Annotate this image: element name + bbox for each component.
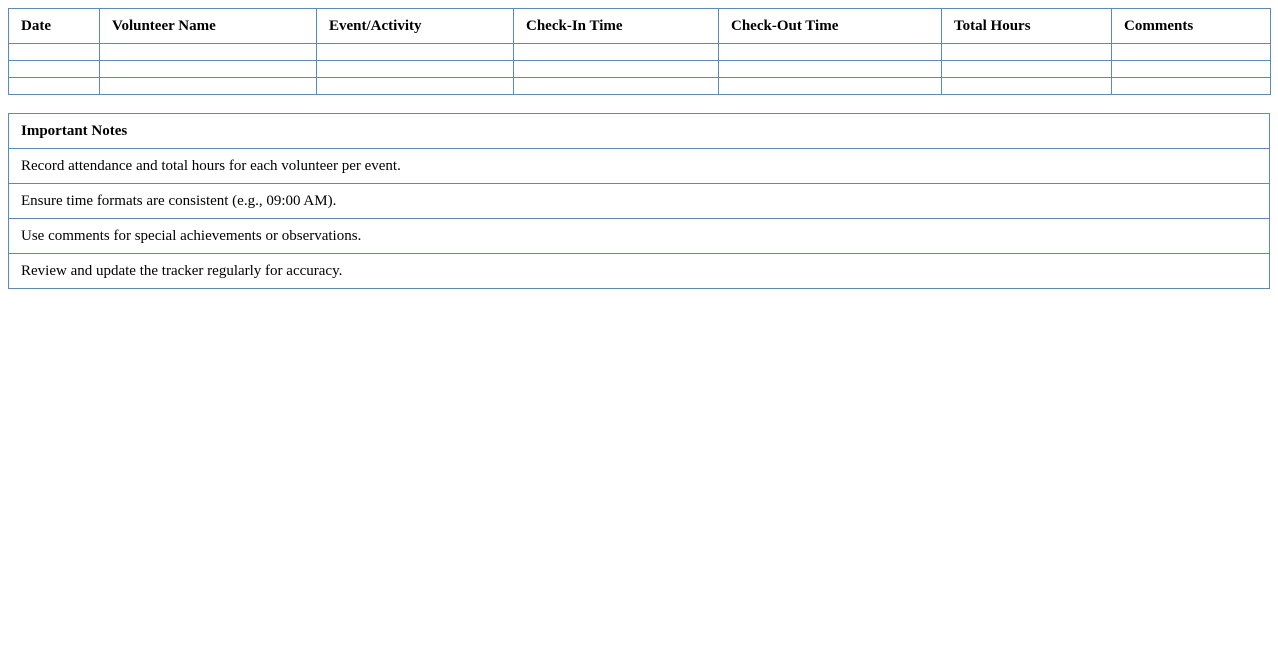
table-cell[interactable] bbox=[316, 43, 514, 61]
table-cell[interactable] bbox=[99, 60, 317, 78]
table-cell[interactable] bbox=[1111, 60, 1271, 78]
table-cell[interactable] bbox=[941, 43, 1112, 61]
table-cell[interactable] bbox=[941, 77, 1112, 95]
table-cell[interactable] bbox=[513, 77, 719, 95]
header-check-in-time: Check-In Time bbox=[513, 8, 719, 44]
table-cell[interactable] bbox=[941, 60, 1112, 78]
table-cell[interactable] bbox=[8, 60, 100, 78]
table-cell[interactable] bbox=[513, 43, 719, 61]
header-total-hours: Total Hours bbox=[941, 8, 1112, 44]
note-item: Ensure time formats are consistent (e.g.… bbox=[8, 183, 1270, 219]
header-comments: Comments bbox=[1111, 8, 1271, 44]
header-volunteer-name: Volunteer Name bbox=[99, 8, 317, 44]
table-cell[interactable] bbox=[316, 77, 514, 95]
note-item: Use comments for special achievements or… bbox=[8, 218, 1270, 254]
table-cell[interactable] bbox=[8, 77, 100, 95]
table-cell[interactable] bbox=[1111, 77, 1271, 95]
table-row bbox=[8, 60, 1271, 78]
header-date: Date bbox=[8, 8, 100, 44]
table-cell[interactable] bbox=[1111, 43, 1271, 61]
table-row bbox=[8, 43, 1271, 61]
table-cell[interactable] bbox=[316, 60, 514, 78]
table-cell[interactable] bbox=[99, 43, 317, 61]
header-row: Date Volunteer Name Event/Activity Check… bbox=[8, 8, 1271, 44]
table-cell[interactable] bbox=[718, 60, 942, 78]
header-event-activity: Event/Activity bbox=[316, 8, 514, 44]
note-item: Review and update the tracker regularly … bbox=[8, 253, 1270, 289]
table-row bbox=[8, 77, 1271, 95]
important-notes-table: Important Notes Record attendance and to… bbox=[8, 113, 1270, 289]
table-cell[interactable] bbox=[718, 77, 942, 95]
note-item: Record attendance and total hours for ea… bbox=[8, 148, 1270, 184]
table-cell[interactable] bbox=[513, 60, 719, 78]
table-cell[interactable] bbox=[718, 43, 942, 61]
table-cell[interactable] bbox=[8, 43, 100, 61]
header-check-out-time: Check-Out Time bbox=[718, 8, 942, 44]
notes-title: Important Notes bbox=[8, 113, 1270, 149]
volunteer-tracker-table: Date Volunteer Name Event/Activity Check… bbox=[8, 8, 1271, 95]
table-cell[interactable] bbox=[99, 77, 317, 95]
